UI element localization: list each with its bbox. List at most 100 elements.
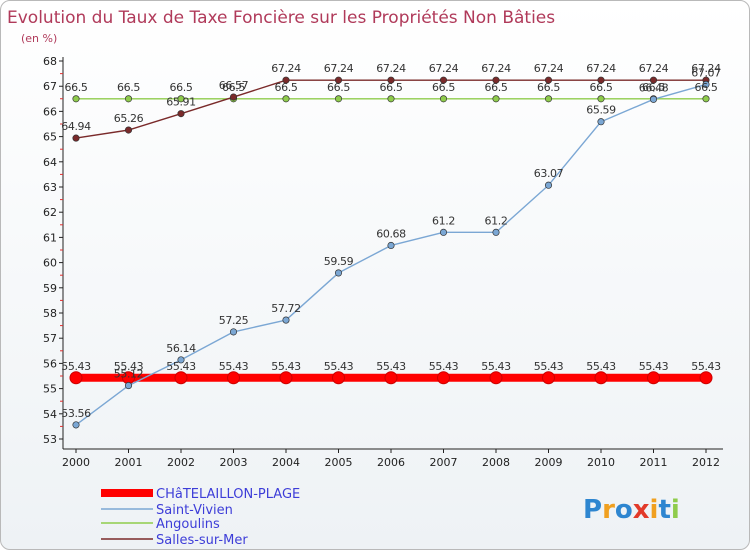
chart-title: Evolution du Taux de Taxe Foncière sur l… [7,8,555,28]
data-label: 53.56 [61,407,91,420]
data-point [177,110,185,118]
legend-label: Saint-Vivien [156,503,233,518]
data-point [647,371,660,385]
y-tick-label: 64 [43,156,57,169]
data-label: 66.5 [695,81,718,94]
data-label: 67.24 [429,62,459,75]
x-tick-label: 2008 [482,456,510,469]
data-point [332,371,345,385]
data-label: 65.26 [114,112,144,125]
x-tick-label: 2001 [115,456,143,469]
data-point [437,371,450,385]
data-label: 55.43 [481,360,511,373]
data-label: 66.5 [590,81,613,94]
data-label: 64.94 [61,120,91,133]
y-tick-label: 68 [43,55,57,68]
x-tick-label: 2004 [272,456,300,469]
data-label: 55.43 [324,360,354,373]
data-label: 67.24 [691,62,721,75]
data-label: 67.24 [376,62,406,75]
data-point [384,371,398,385]
data-point [174,371,188,385]
data-label: 66.5 [642,81,665,94]
data-point [699,371,713,385]
data-point [69,371,83,385]
data-label: 57.25 [219,314,249,327]
data-point [177,95,185,103]
data-label: 67.24 [534,62,564,75]
data-label: 55.43 [271,360,301,373]
y-tick-label: 57 [43,332,57,345]
data-point [282,95,290,103]
legend-label: Angoulins [156,517,220,532]
data-label: 55.43 [691,360,721,373]
data-point [124,95,133,103]
data-point [334,95,343,103]
x-tick-label: 2006 [377,456,405,469]
data-point [544,95,553,103]
axes: 53 54 55 56 57 58 59 60 61 62 63 64 65 66 67 68 2000 2001… [43,55,723,469]
data-label: 55.43 [429,360,459,373]
legend-label: Salles-sur-Mer [156,533,248,548]
data-point [544,181,553,189]
x-tick-label: 2007 [430,456,458,469]
data-label: 65.91 [166,96,196,109]
data-label: 63.07 [534,167,564,180]
data-label: 55.43 [534,360,564,373]
data-point [72,95,80,103]
data-label: 55.43 [376,360,406,373]
y-tick-label: 60 [43,257,57,270]
data-point [229,93,238,101]
y-tick-label: 56 [43,357,57,370]
data-point [177,356,185,364]
data-label: 67.24 [481,62,511,75]
data-label: 66.5 [380,81,403,94]
data-point [279,371,293,385]
x-tick-label: 2011 [640,456,668,469]
x-tick-label: 2009 [535,456,563,469]
data-label: 55.43 [61,360,91,373]
data-point [542,371,555,385]
data-label: 67.24 [271,62,301,75]
y-tick-label: 58 [43,307,57,320]
data-point [649,95,658,103]
data-point [387,241,395,250]
data-point [72,421,80,429]
data-label: 55.43 [166,360,196,373]
data-point [439,95,448,103]
data-point [492,76,500,84]
data-label: 66.48 [639,81,669,94]
data-label: 65.59 [586,104,616,117]
data-point [334,76,343,84]
data-point [439,228,448,236]
series-ch-telaillon-plage [69,371,713,385]
data-point [124,126,133,134]
y-tick-label: 63 [43,181,57,194]
data-point [124,382,133,390]
series-saint-vivien [72,80,710,429]
data-point [282,76,290,84]
data-point [594,371,608,385]
x-tick-label: 2010 [587,456,615,469]
data-point [282,316,290,324]
data-point [387,76,395,84]
data-label: 66.5 [327,81,350,94]
data-point [649,76,658,84]
x-tick-label: 2012 [692,456,720,469]
data-label: 66.5 [222,81,245,94]
data-point [544,76,553,84]
x-tick-label: 2005 [325,456,353,469]
data-point [229,328,238,336]
y-tick-label: 59 [43,282,57,295]
data-point [492,228,500,236]
data-label: 67.24 [586,62,616,75]
data-point [597,76,605,84]
data-point [489,371,503,385]
data-label: 66.5 [485,81,508,94]
data-point [702,80,710,88]
y-tick-label: 55 [43,383,57,396]
data-label: 66.5 [117,81,140,94]
data-label: 55.12 [114,368,144,381]
series-layer [69,76,713,429]
data-label: 61.2 [485,214,508,227]
